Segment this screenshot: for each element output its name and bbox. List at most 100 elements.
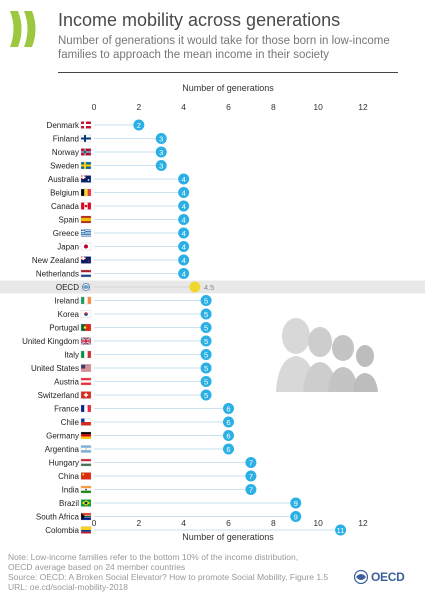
marker-france bbox=[223, 403, 234, 414]
page-title: Income mobility across generations bbox=[58, 10, 341, 30]
oecd-stripes-logo bbox=[10, 11, 36, 47]
marker-korea bbox=[200, 308, 212, 320]
marker-portugal bbox=[200, 322, 212, 333]
country-label-norway: Norway bbox=[52, 148, 79, 157]
marker-brazil bbox=[290, 497, 302, 509]
bottom-tick-6: 6 bbox=[226, 518, 231, 528]
country-label-portugal: Portugal bbox=[49, 324, 79, 333]
row-canada: Canada 4 bbox=[51, 200, 190, 212]
country-label-south-africa: South Africa bbox=[36, 513, 80, 522]
ireland-flag-icon bbox=[80, 296, 92, 305]
row-ireland: Ireland 5 bbox=[55, 295, 212, 306]
country-label-new-zealand: New Zealand bbox=[32, 256, 79, 265]
value-label-india: 7 bbox=[249, 486, 253, 495]
france-flag-icon bbox=[80, 404, 92, 413]
country-label-greece: Greece bbox=[53, 229, 80, 238]
marker-south-africa bbox=[290, 511, 302, 522]
india-flag-icon bbox=[80, 485, 92, 494]
marker-ireland bbox=[200, 295, 212, 306]
value-label-greece: 4 bbox=[182, 229, 186, 238]
marker-norway bbox=[155, 146, 167, 158]
oecd-globe-icon bbox=[80, 283, 92, 291]
marker-sweden bbox=[155, 160, 167, 171]
marker-argentina bbox=[223, 443, 234, 455]
value-label-south-africa: 9 bbox=[294, 513, 298, 522]
country-label-united-kingdom: United Kingdom bbox=[22, 337, 79, 346]
x-axis-title-bottom: Number of generations bbox=[182, 532, 274, 542]
colombia-flag-icon bbox=[80, 526, 92, 534]
footer-note: Note: Low-income families refer to the b… bbox=[8, 552, 338, 592]
value-label-oecd: 4.5 bbox=[204, 283, 214, 292]
country-label-spain: Spain bbox=[59, 216, 79, 225]
sweden-flag-icon bbox=[80, 161, 92, 170]
switzerland-flag-icon bbox=[80, 391, 92, 399]
value-label-argentina: 6 bbox=[226, 445, 230, 454]
value-label-ireland: 5 bbox=[204, 297, 208, 306]
row-united-states: United States 5 bbox=[31, 362, 212, 374]
marker-belgium bbox=[178, 187, 190, 198]
row-france: France 6 bbox=[54, 403, 234, 414]
top-tick-12: 12 bbox=[358, 102, 368, 112]
country-label-denmark: Denmark bbox=[47, 121, 80, 130]
norway-flag-icon bbox=[80, 148, 92, 156]
bottom-tick-10: 10 bbox=[313, 518, 323, 528]
country-label-brazil: Brazil bbox=[59, 499, 79, 508]
value-label-sweden: 3 bbox=[159, 162, 163, 171]
argentina-flag-icon bbox=[80, 445, 92, 453]
row-portugal: Portugal 5 bbox=[49, 322, 212, 333]
bottom-tick-0: 0 bbox=[92, 518, 97, 528]
row-sweden: Sweden 3 bbox=[50, 160, 167, 171]
oecd-highlight-band bbox=[0, 280, 425, 294]
title-divider bbox=[58, 72, 398, 73]
row-oecd: OECD 4.5 bbox=[0, 280, 425, 294]
country-label-belgium: Belgium bbox=[50, 189, 79, 198]
marker-united-states bbox=[200, 362, 212, 374]
marker-colombia bbox=[335, 524, 347, 536]
row-netherlands: Netherlands 4 bbox=[36, 268, 190, 279]
country-label-finland: Finland bbox=[53, 135, 79, 144]
chile-flag-icon bbox=[80, 418, 92, 426]
row-argentina: Argentina 6 bbox=[45, 443, 234, 455]
japan-flag-icon bbox=[80, 242, 92, 251]
marker-japan bbox=[178, 241, 190, 252]
top-tick-10: 10 bbox=[313, 102, 323, 112]
row-australia: Australia 4 bbox=[48, 173, 190, 185]
row-korea: Korea 5 bbox=[58, 308, 212, 320]
united-states-flag-icon bbox=[80, 364, 92, 372]
country-label-switzerland: Switzerland bbox=[38, 391, 79, 400]
brazil-flag-icon bbox=[80, 499, 92, 507]
country-label-india: India bbox=[62, 486, 80, 495]
marker-china bbox=[245, 470, 257, 482]
marker-spain bbox=[178, 214, 190, 225]
top-tick-4: 4 bbox=[181, 102, 186, 112]
row-switzerland: Switzerland 5 bbox=[38, 389, 212, 401]
value-label-united-kingdom: 5 bbox=[204, 337, 208, 346]
country-label-argentina: Argentina bbox=[45, 445, 80, 454]
value-label-canada: 4 bbox=[182, 202, 186, 211]
value-label-norway: 3 bbox=[159, 148, 163, 157]
country-label-australia: Australia bbox=[48, 175, 80, 184]
value-label-netherlands: 4 bbox=[182, 270, 186, 279]
country-label-germany: Germany bbox=[46, 432, 79, 441]
value-label-australia: 4 bbox=[182, 175, 186, 184]
row-finland: Finland 3 bbox=[53, 133, 167, 144]
italy-flag-icon bbox=[80, 350, 92, 359]
value-label-chile: 6 bbox=[226, 418, 230, 427]
marker-hungary bbox=[245, 457, 257, 468]
value-label-hungary: 7 bbox=[249, 459, 253, 468]
value-label-brazil: 9 bbox=[294, 499, 298, 508]
url-line: URL: oe.cd/social-mobility-2018 bbox=[8, 582, 128, 592]
row-colombia: Colombia 11 bbox=[45, 524, 347, 536]
marker-denmark bbox=[133, 119, 145, 131]
value-label-spain: 4 bbox=[182, 216, 186, 225]
value-label-finland: 3 bbox=[159, 135, 163, 144]
country-label-austria: Austria bbox=[54, 378, 79, 387]
new-zealand-flag-icon bbox=[80, 256, 92, 264]
row-new-zealand: New Zealand 4 bbox=[32, 254, 190, 266]
country-label-china: China bbox=[58, 472, 79, 481]
country-label-canada: Canada bbox=[51, 202, 80, 211]
germany-flag-icon bbox=[80, 431, 92, 440]
marker-austria bbox=[200, 376, 212, 387]
austria-flag-icon bbox=[80, 377, 92, 386]
value-label-colombia: 11 bbox=[337, 526, 345, 535]
